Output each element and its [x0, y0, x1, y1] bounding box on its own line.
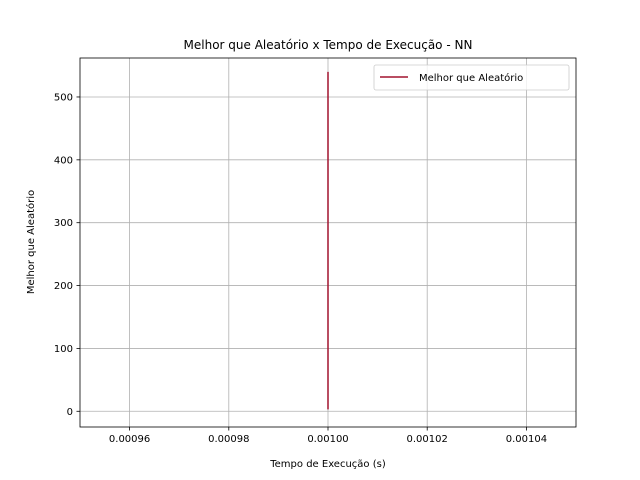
- x-axis-label: Tempo de Execução (s): [269, 459, 386, 470]
- y-tick-label: 100: [54, 344, 73, 355]
- x-tick-label: 0.00102: [407, 434, 448, 445]
- y-axis-label: Melhor que Aleatório: [25, 190, 37, 294]
- chart-title: Melhor que Aleatório x Tempo de Execução…: [184, 38, 473, 52]
- x-tick-label: 0.00096: [109, 434, 150, 445]
- y-tick-label: 0: [67, 407, 73, 418]
- x-axis-ticks: 0.00096 0.00098 0.00100 0.00102 0.00104: [109, 427, 547, 445]
- y-axis-ticks: 0 100 200 300 400 500: [54, 92, 80, 418]
- y-tick-label: 400: [54, 155, 73, 166]
- y-tick-label: 500: [54, 92, 73, 103]
- legend-label: Melhor que Aleatório: [419, 72, 523, 84]
- y-tick-label: 300: [54, 218, 73, 229]
- x-tick-label: 0.00100: [307, 434, 348, 445]
- legend-box: [373, 64, 570, 91]
- x-tick-label: 0.00098: [208, 434, 249, 445]
- x-tick-label: 0.00104: [506, 434, 547, 445]
- legend: Melhor que Aleatório: [373, 64, 570, 91]
- y-tick-label: 200: [54, 281, 73, 292]
